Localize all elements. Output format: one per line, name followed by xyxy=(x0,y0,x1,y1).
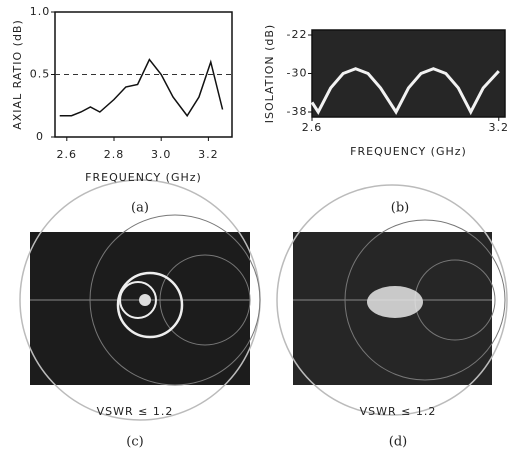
x-tick-label: 3.2 xyxy=(198,148,219,161)
smith-circle xyxy=(344,219,506,381)
caption: (d) xyxy=(389,435,407,450)
figure-label: VSWR ≤ 1.2 xyxy=(360,405,437,418)
x-tick-label: 3.2 xyxy=(489,121,510,134)
y-tick-label: -38 xyxy=(287,105,308,118)
vswr-trace xyxy=(367,286,423,318)
smith-outline xyxy=(276,184,508,416)
caption: (b) xyxy=(391,201,409,216)
figure-label: VSWR ≤ 1.2 xyxy=(97,405,174,418)
y-tick-label: -30 xyxy=(287,67,308,80)
plot-area xyxy=(54,11,233,138)
smith-chart-d xyxy=(276,184,508,416)
x-tick-label: 3.0 xyxy=(151,148,172,161)
x-axis-label: FREQUENCY (GHz) xyxy=(85,171,202,184)
photo xyxy=(30,232,250,385)
smith-chart-c xyxy=(19,179,261,421)
x-axis-label: FREQUENCY (GHz) xyxy=(350,145,467,158)
data-line xyxy=(59,58,224,118)
data-line xyxy=(310,67,500,116)
caption: (c) xyxy=(126,435,143,450)
smith-circle xyxy=(159,254,251,346)
vswr-trace xyxy=(139,294,151,306)
x-tick-label: 2.6 xyxy=(302,121,323,134)
vswr-trace xyxy=(119,281,157,319)
smith-circle xyxy=(89,214,261,386)
x-tick-label: 2.6 xyxy=(57,148,78,161)
y-tick-label: -22 xyxy=(287,28,308,41)
y-tick-label: 1.0 xyxy=(30,5,51,18)
y-tick-label: 0 xyxy=(36,130,44,143)
caption: (a) xyxy=(131,201,149,216)
y-tick-label: 0.5 xyxy=(30,68,51,81)
y-axis-label: AXIAL RATIO (dB) xyxy=(11,19,24,130)
x-tick-label: 2.8 xyxy=(104,148,125,161)
vswr-trace xyxy=(116,271,184,339)
y-axis-label: ISOLATION (dB) xyxy=(263,24,276,123)
